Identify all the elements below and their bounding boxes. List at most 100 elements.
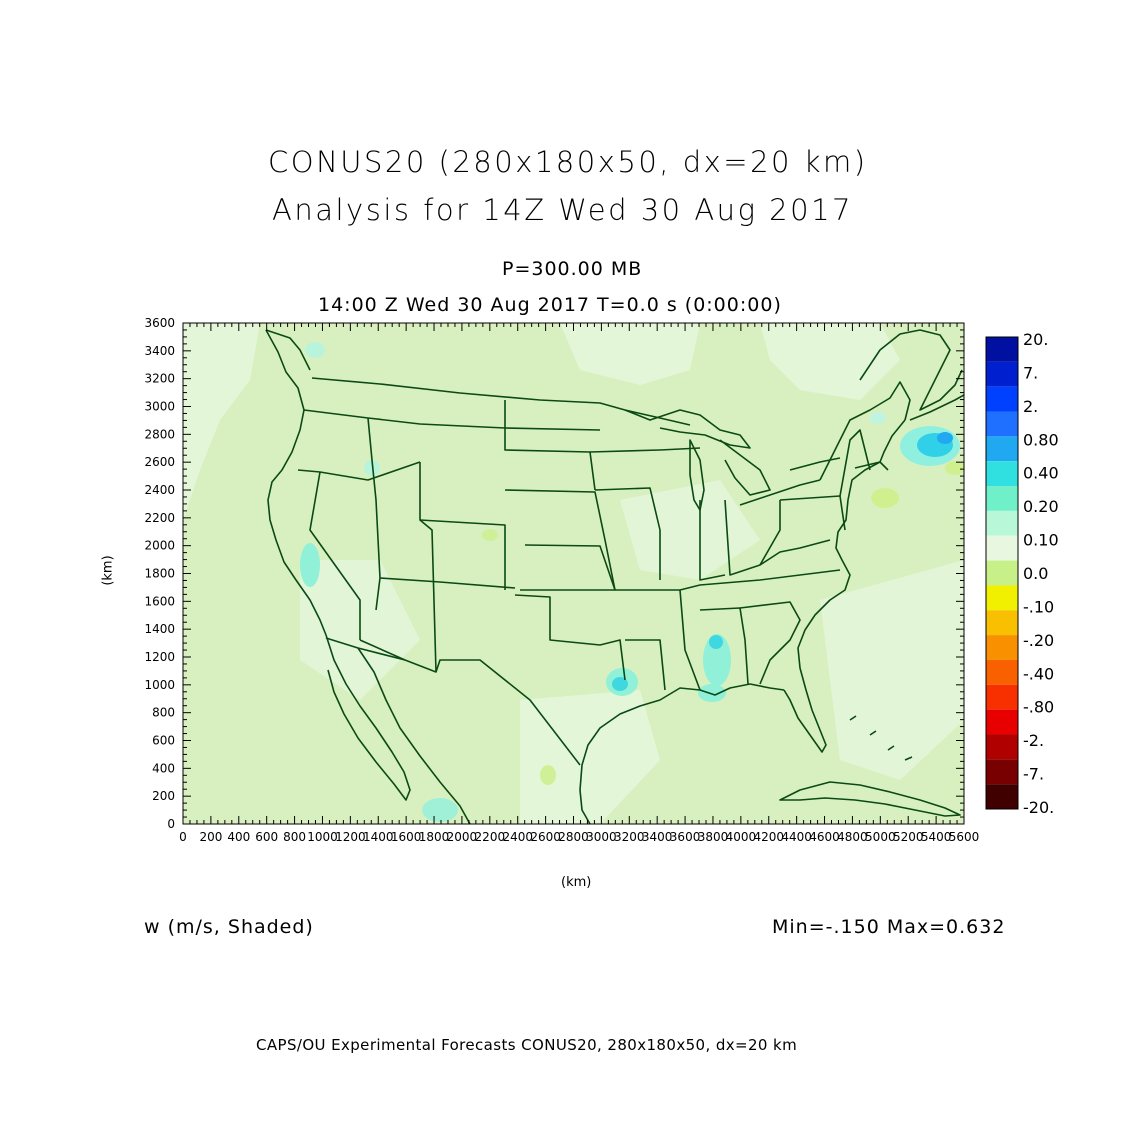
y-tick-label: 3000 [144,400,175,414]
x-tick-label: 3600 [670,830,701,844]
state-boundaries [739,601,801,685]
bahamas [849,715,913,761]
shade-lighter-region [560,323,700,385]
shade-yellow-blob [540,765,556,785]
y-axis-tick-labels: 0 200 400 600 800 1000 1200 1400 1600 1800 2000 220… [144,316,175,831]
colorbar-segment [986,709,1018,735]
x-tick-label: 3800 [698,830,729,844]
x-tick-label: 2600 [530,830,561,844]
x-tick-label: 600 [255,830,278,844]
x-axis-tick-labels: 0 200 400 600 800 100012001400160018002000220… [179,830,979,844]
shade-cyan-blob [698,684,726,702]
canada-border [311,377,691,426]
x-tick-label: 2400 [502,830,533,844]
x-tick-label: 0 [179,830,187,844]
shade-blue-blob [612,677,628,691]
shade-yellow-blob [871,488,899,508]
shade-lighter-region [760,323,900,400]
shade-lighter-region [820,560,964,780]
colorbar-label: -20. [1023,798,1054,817]
x-tick-label: 1800 [419,830,450,844]
state-boundaries [699,500,726,581]
y-axis-label: (km) [100,555,116,586]
colorbar-label: 2. [1023,397,1038,416]
x-tick-label: 5400 [921,830,952,844]
colorbar-label: -.80 [1023,698,1054,717]
state-boundaries [594,487,661,580]
lake-superior [624,409,751,449]
shade-yellow-blob [945,461,964,475]
state-boundaries [759,539,831,566]
y-tick-label: 2400 [144,483,175,497]
colorbar-segment [986,684,1018,710]
x-tick-label: 800 [283,830,306,844]
shade-lighter-region [520,690,660,824]
colorbar-label: 0.0 [1023,564,1048,583]
y-tick-label: 2800 [144,427,175,441]
colorbar-frame [985,336,1019,810]
state-boundaries [367,417,381,611]
state-boundaries [379,577,516,589]
x-tick-label: 4400 [781,830,812,844]
state-boundaries [504,400,596,491]
state-boundaries [303,409,601,431]
state-boundaries [520,544,616,591]
pressure-level: P=300.00 MB [502,258,643,280]
atlantic-coastline [783,419,906,753]
colorbar-label: 20. [1023,330,1048,349]
x-tick-label: 2000 [447,830,478,844]
state-boundaries [839,429,871,497]
shade-cyan-blob [305,342,325,358]
x-axis-label: (km) [561,875,592,890]
canada-atlantic-coast [859,329,963,411]
state-boundaries [297,461,421,481]
colorbar-label: -.10 [1023,597,1054,616]
canada-west-coast [265,329,311,371]
state-boundaries [679,589,701,691]
x-tick-label: 200 [199,830,222,844]
y-tick-label: 3200 [144,372,175,386]
colorbar-segment [986,585,1018,611]
shade-cyan-blob [870,412,886,424]
colorbar-label: 7. [1023,363,1038,382]
y-tick-label: 1400 [144,622,175,636]
colorbar-segment [986,361,1018,387]
x-tick-label: 5000 [865,830,896,844]
x-tick-label: 1400 [363,830,394,844]
shade-lighter-region [183,323,260,520]
x-tick-label: 3400 [642,830,673,844]
y-tick-label: 1600 [144,594,175,608]
colorbar-label: 0.80 [1023,430,1059,449]
title-line-1: CONUS20 (280x180x50, dx=20 km) [268,145,868,179]
x-tick-label: 2800 [558,830,589,844]
nova-scotia [909,394,964,421]
x-tick-label: 4600 [809,830,840,844]
lake-ontario [789,457,841,471]
state-boundaries [309,471,361,640]
mexico-mainland-west-coast [357,647,471,824]
y-tick-label: 400 [152,761,175,775]
colorbar: 20. 7. 2. 0.80 0.40 0.20 0.10 0.0 -.10 -.20 -.40 -.… [985,330,1059,817]
x-tick-label: 4200 [753,830,784,844]
y-tick-label: 3600 [144,316,175,330]
map-boundaries [265,329,964,824]
colorbar-segment [986,560,1018,586]
y-tick-label: 2000 [144,539,175,553]
cuba [779,781,961,817]
y-tick-label: 1800 [144,567,175,581]
colorbar-segment [986,386,1018,412]
state-boundaries [615,569,841,591]
colorbar-segment [986,610,1018,636]
state-boundaries [419,519,506,590]
x-tick-label: 1000 [307,830,338,844]
us-mexico-border [325,637,406,661]
x-tick-label: 3200 [614,830,645,844]
x-tick-label: 5600 [949,830,980,844]
y-tick-label: 2600 [144,455,175,469]
colorbar-segment [986,535,1018,561]
x-tick-label: 5200 [893,830,924,844]
colorbar-label: 0.20 [1023,497,1059,516]
state-boundaries [854,461,889,471]
axis-ticks [182,322,965,825]
state-boundaries [514,594,626,681]
